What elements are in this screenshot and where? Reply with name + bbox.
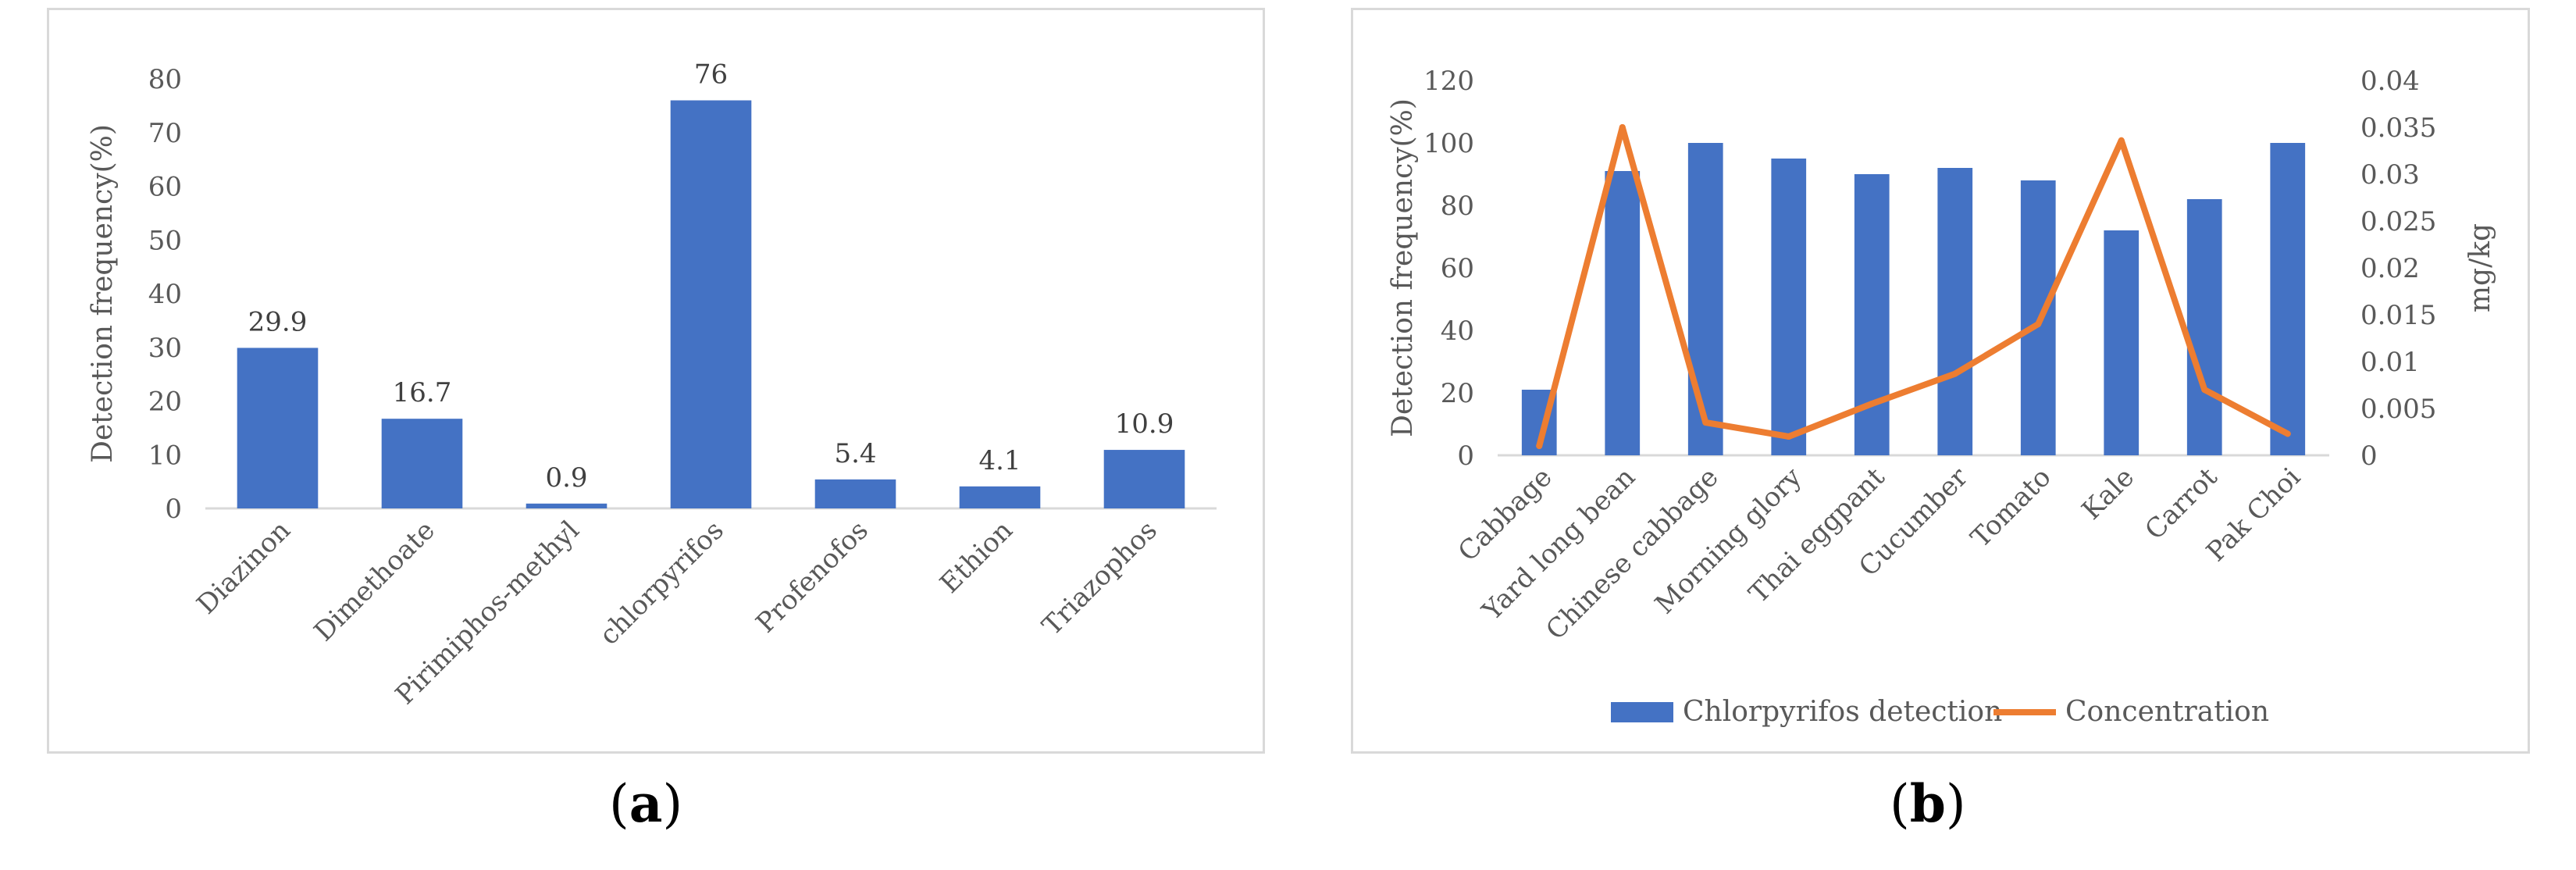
- bar-pak-choi: [2270, 143, 2306, 455]
- y2-tick-label: 0.015: [2360, 300, 2436, 331]
- y2-axis-title: mg/kg: [2464, 223, 2496, 312]
- caption-b-letter: b: [1909, 773, 1946, 834]
- y-tick-label: 60: [148, 172, 182, 203]
- bar-diazinon: [237, 348, 319, 508]
- bar-thai-eggpant: [1854, 174, 1890, 455]
- y2-tick-label: 0: [2360, 440, 2378, 472]
- x-tick-label: Tomato: [1965, 462, 2057, 554]
- data-label: 0.9: [545, 462, 587, 494]
- concentration-point: [1869, 401, 1876, 407]
- concentration-point: [1702, 419, 1709, 426]
- caption-a: (a): [609, 773, 683, 834]
- y-tick-label: 0: [1457, 440, 1474, 472]
- data-label: 76: [694, 59, 728, 91]
- concentration-point: [2035, 321, 2042, 327]
- legend-label-concentration: Concentration: [2065, 696, 2269, 728]
- y-tick-label: 80: [148, 64, 182, 95]
- concentration-point: [2284, 430, 2291, 437]
- y2-tick-label: 0.005: [2360, 394, 2436, 425]
- concentration-point: [1951, 370, 1958, 377]
- bar-dimethoate: [381, 419, 463, 508]
- y-axis-title: Detection frequency(%): [87, 124, 119, 463]
- concentration-point: [1619, 124, 1626, 130]
- bar-chinese-cabbage: [1687, 143, 1723, 455]
- bar-morning-glory: [1771, 159, 1807, 455]
- y-tick-label: 60: [1441, 253, 1474, 284]
- data-label: 16.7: [393, 377, 452, 408]
- bar-cucumber: [1937, 168, 1973, 455]
- y-tick-label: 40: [148, 279, 182, 310]
- bar-triazophos: [1103, 450, 1185, 508]
- x-tick-label: Ethion: [934, 515, 1019, 600]
- caption-b: (b): [1890, 773, 1966, 834]
- concentration-line: [1536, 124, 2291, 449]
- concentration-point: [2201, 387, 2208, 393]
- chart-b-svg: 0 20 40 60 80 100 120 0 0.005 0.01 0.015 0.02 0.025 0…: [1387, 66, 2496, 728]
- bar-pirimiphos-methyl: [526, 503, 607, 508]
- x-tick-label: Profenofos: [750, 515, 875, 639]
- y-tick-label: 20: [1441, 378, 1474, 409]
- concentration-point: [1536, 443, 1543, 449]
- chart-panel-b: 0 20 40 60 80 100 120 0 0.005 0.01 0.015 0.02 0.025 0…: [1351, 8, 2530, 754]
- bar-chlorpyrifos: [670, 100, 752, 508]
- x-tick-label: Triazophos: [1036, 515, 1163, 642]
- bar-ethion: [959, 486, 1041, 508]
- bar-profenofos: [814, 479, 896, 508]
- y-tick-label: 70: [148, 118, 182, 149]
- y2-tick-label: 0.035: [2360, 112, 2436, 144]
- legend-swatch-detection: [1611, 702, 1673, 722]
- y-tick-label: 10: [148, 440, 182, 471]
- y-tick-label: 50: [148, 225, 182, 256]
- y2-tick-label: 0.01: [2360, 347, 2420, 378]
- legend-label-detection: Chlorpyrifos detection: [1683, 696, 2002, 728]
- y-tick-label: 80: [1441, 191, 1474, 222]
- x-tick-label: Carrot: [2139, 462, 2223, 546]
- chart-panel-a: 0 10 20 30 40 50 60 70 80 Detection frequency(%) 2…: [47, 8, 1265, 754]
- y-tick-label: 0: [165, 494, 182, 525]
- y-tick-label: 40: [1441, 316, 1474, 347]
- x-tick-label: Kale: [2076, 462, 2140, 526]
- data-label: 10.9: [1115, 408, 1174, 440]
- data-label: 4.1: [978, 445, 1021, 476]
- x-tick-label: Dimethoate: [308, 515, 441, 647]
- x-tick-label: Yard long bean: [1476, 462, 1641, 627]
- data-label: 5.4: [834, 438, 876, 469]
- y-tick-label: 100: [1423, 128, 1474, 159]
- chart-a-svg: 0 10 20 30 40 50 60 70 80 Detection frequency(%) 2…: [87, 59, 1217, 711]
- y2-tick-label: 0.03: [2360, 159, 2420, 191]
- y2-tick-label: 0.04: [2360, 66, 2420, 97]
- y2-tick-label: 0.02: [2360, 253, 2420, 284]
- bar-yard-long-bean: [1605, 171, 1641, 455]
- y-axis-title: Detection frequency(%): [1387, 98, 1419, 437]
- data-label: 29.9: [248, 306, 308, 337]
- caption-a-letter: a: [629, 773, 663, 834]
- y-tick-label: 30: [148, 333, 182, 364]
- x-tick-label: chlorpyrifos: [593, 515, 730, 651]
- bar-kale: [2104, 230, 2140, 455]
- x-tick-label: Diazinon: [191, 515, 296, 620]
- concentration-point: [2118, 137, 2125, 144]
- x-tick-label: Morning glory: [1649, 462, 1808, 621]
- y2-tick-label: 0.025: [2360, 206, 2436, 237]
- concentration-point: [1785, 433, 1792, 440]
- y-tick-label: 120: [1423, 66, 1474, 97]
- bar-carrot: [2186, 199, 2222, 455]
- y-tick-label: 20: [148, 387, 182, 418]
